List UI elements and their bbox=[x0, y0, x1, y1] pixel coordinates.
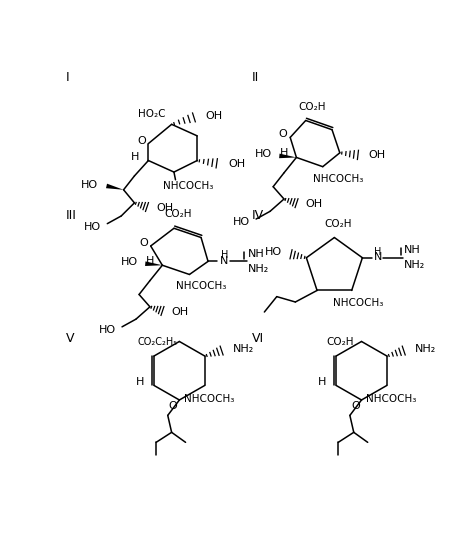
Text: NH: NH bbox=[404, 245, 421, 255]
Text: HO: HO bbox=[255, 150, 272, 159]
Text: V: V bbox=[65, 332, 74, 345]
Text: NH₂: NH₂ bbox=[248, 264, 270, 274]
Polygon shape bbox=[106, 184, 124, 190]
Text: HO: HO bbox=[233, 217, 250, 227]
Text: NHCOCH₃: NHCOCH₃ bbox=[163, 181, 213, 191]
Text: H: H bbox=[220, 250, 228, 260]
Text: H: H bbox=[280, 148, 289, 158]
Text: H: H bbox=[319, 377, 327, 386]
Text: IV: IV bbox=[251, 209, 264, 222]
Text: H: H bbox=[374, 247, 382, 256]
Text: HO: HO bbox=[84, 222, 101, 232]
Text: OH: OH bbox=[368, 150, 386, 160]
Text: OH: OH bbox=[206, 111, 223, 121]
Polygon shape bbox=[279, 153, 296, 158]
Text: CO₂C₂H₅: CO₂C₂H₅ bbox=[138, 337, 178, 347]
Text: O: O bbox=[279, 130, 288, 139]
Text: NHCOCH₃: NHCOCH₃ bbox=[333, 298, 383, 308]
Text: NHCOCH₃: NHCOCH₃ bbox=[366, 394, 416, 404]
Text: OH: OH bbox=[156, 203, 173, 213]
Text: O: O bbox=[139, 238, 148, 248]
Text: II: II bbox=[251, 71, 259, 84]
Text: HO: HO bbox=[120, 257, 137, 267]
Text: NHCOCH₃: NHCOCH₃ bbox=[183, 394, 234, 404]
Text: NH: NH bbox=[248, 249, 265, 259]
Text: HO: HO bbox=[99, 325, 116, 335]
Text: NH₂: NH₂ bbox=[415, 344, 436, 354]
Text: CO₂H: CO₂H bbox=[164, 209, 191, 220]
Text: H: H bbox=[136, 377, 145, 386]
Text: I: I bbox=[65, 71, 69, 84]
Text: HO₂C: HO₂C bbox=[138, 108, 165, 119]
Text: HO: HO bbox=[264, 247, 282, 257]
Text: CO₂H: CO₂H bbox=[326, 337, 354, 347]
Text: CO₂H: CO₂H bbox=[325, 218, 352, 229]
Polygon shape bbox=[145, 261, 162, 266]
Text: NHCOCH₃: NHCOCH₃ bbox=[313, 174, 364, 184]
Text: VI: VI bbox=[251, 332, 264, 345]
Text: O: O bbox=[169, 401, 178, 411]
Text: NH₂: NH₂ bbox=[404, 261, 426, 270]
Text: CO₂H: CO₂H bbox=[298, 101, 326, 112]
Text: O: O bbox=[138, 136, 146, 145]
Text: N: N bbox=[374, 252, 382, 262]
Text: H: H bbox=[146, 256, 155, 266]
Text: N: N bbox=[220, 256, 228, 266]
Text: OH: OH bbox=[306, 199, 323, 209]
Text: OH: OH bbox=[228, 159, 246, 169]
Text: III: III bbox=[65, 209, 76, 222]
Text: NHCOCH₃: NHCOCH₃ bbox=[176, 281, 226, 291]
Text: HO: HO bbox=[81, 180, 98, 190]
Text: NH₂: NH₂ bbox=[233, 344, 254, 354]
Text: OH: OH bbox=[172, 307, 189, 317]
Text: O: O bbox=[351, 401, 360, 411]
Text: H: H bbox=[131, 152, 139, 162]
